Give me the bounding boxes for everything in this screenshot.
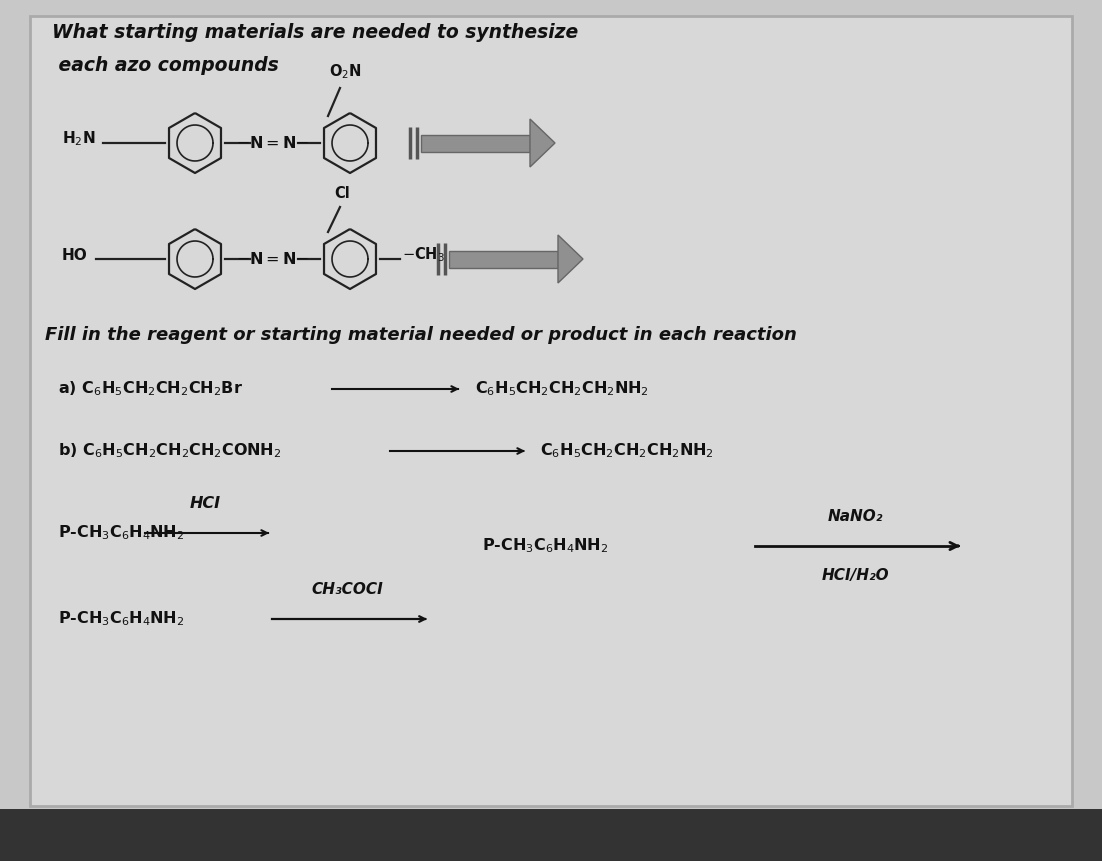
Text: CH₃COCI: CH₃COCI [311,582,382,597]
Text: HO: HO [62,247,88,263]
FancyBboxPatch shape [449,251,558,268]
Text: $-$N$=$N$-$: $-$N$=$N$-$ [236,135,310,151]
Text: O$_2$N: O$_2$N [328,62,361,81]
Text: each azo compounds: each azo compounds [52,56,279,75]
Text: What starting materials are needed to synthesize: What starting materials are needed to sy… [52,23,579,42]
Text: Cl: Cl [334,186,349,201]
Text: P-CH$_3$C$_6$H$_4$NH$_2$: P-CH$_3$C$_6$H$_4$NH$_2$ [58,610,184,629]
Text: C$_6$H$_5$CH$_2$CH$_2$CH$_2$NH$_2$: C$_6$H$_5$CH$_2$CH$_2$CH$_2$NH$_2$ [540,442,714,461]
FancyBboxPatch shape [30,16,1072,806]
Text: a) C$_6$H$_5$CH$_2$CH$_2$CH$_2$Br: a) C$_6$H$_5$CH$_2$CH$_2$CH$_2$Br [58,380,242,399]
Text: b) C$_6$H$_5$CH$_2$CH$_2$CH$_2$CONH$_2$: b) C$_6$H$_5$CH$_2$CH$_2$CH$_2$CONH$_2$ [58,442,281,461]
Polygon shape [530,119,555,167]
Text: $-$N$=$N$-$: $-$N$=$N$-$ [236,251,310,267]
Text: HCI/H₂O: HCI/H₂O [821,568,889,583]
Text: P-CH$_3$C$_6$H$_4$NH$_2$: P-CH$_3$C$_6$H$_4$NH$_2$ [482,536,608,555]
Text: HCI: HCI [190,496,220,511]
Text: NaNO₂: NaNO₂ [828,509,883,524]
Text: P-CH$_3$C$_6$H$_4$NH$_2$: P-CH$_3$C$_6$H$_4$NH$_2$ [58,523,184,542]
FancyBboxPatch shape [421,134,530,152]
Polygon shape [558,235,583,283]
Text: C$_6$H$_5$CH$_2$CH$_2$CH$_2$NH$_2$: C$_6$H$_5$CH$_2$CH$_2$CH$_2$NH$_2$ [475,380,649,399]
Text: $-$CH$_3$: $-$CH$_3$ [402,245,445,264]
Text: Fill in the reagent or starting material needed or product in each reaction: Fill in the reagent or starting material… [45,326,797,344]
FancyBboxPatch shape [0,809,1102,861]
Text: H$_2$N: H$_2$N [62,130,96,148]
